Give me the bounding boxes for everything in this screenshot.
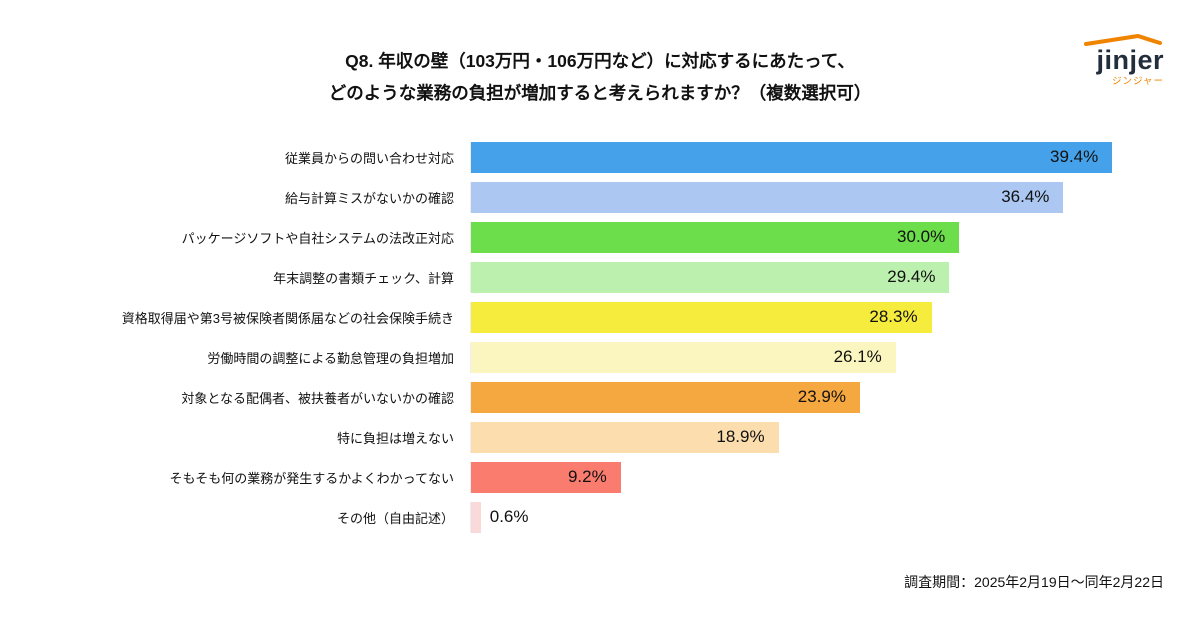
bar-label: 資格取得届や第3号被保険者関係届などの社会保険手続き: [121, 310, 454, 326]
bar: 23.9%: [471, 381, 860, 413]
bar-track: 18.9%: [470, 421, 1122, 453]
bar-track: 29.4%: [470, 261, 1122, 293]
bar-value: 23.9%: [797, 387, 846, 406]
bar-value: 36.4%: [1001, 187, 1050, 206]
chart-row: 労働時間の調整による勤怠管理の負担増加 26.1%: [20, 337, 1122, 377]
jinjer-logo: jinjer ジンジャー: [1084, 34, 1164, 87]
jinjer-roof-icon: [1084, 34, 1162, 46]
chart-row: 対象となる配偶者、被扶養者がいないかの確認 23.9%: [20, 377, 1122, 417]
bar-label: パッケージソフトや自社システムの法改正対応: [181, 230, 454, 246]
bar: 39.4%: [471, 141, 1113, 173]
bar-label: 特に負担は増えない: [336, 430, 454, 446]
bar-value: 26.1%: [833, 347, 882, 366]
chart-row: 従業員からの問い合わせ対応 39.4%: [20, 137, 1122, 177]
chart-row: その他（自由記述） 0.6%: [20, 497, 1122, 537]
bar-label: その他（自由記述）: [336, 510, 454, 526]
bar: 9.2%: [471, 461, 621, 493]
chart-title: Q8. 年収の壁（103万円・106万円など）に対応するにあたって、 どのような…: [0, 0, 1200, 109]
horizontal-bar-chart: 従業員からの問い合わせ対応 39.4% 給与計算ミスがないかの確認 36.4% …: [0, 137, 1200, 537]
bar-track: 39.4%: [470, 141, 1122, 173]
chart-row: パッケージソフトや自社システムの法改正対応 30.0%: [20, 217, 1122, 257]
bar-track: 23.9%: [470, 381, 1122, 413]
survey-period: 調査期間：2025年2月19日～同年2月22日: [904, 574, 1164, 590]
bar-track: 28.3%: [470, 301, 1122, 333]
bar-label: 給与計算ミスがないかの確認: [284, 190, 454, 206]
bar-track: 36.4%: [470, 181, 1122, 213]
bar: 28.3%: [471, 301, 932, 333]
chart-title-line2: どのような業務の負担が増加すると考えられますか？（複数選択可）: [328, 82, 872, 103]
bar-value: 29.4%: [887, 267, 936, 286]
chart-row: 年末調整の書類チェック、計算 29.4%: [20, 257, 1122, 297]
bar-label: 対象となる配偶者、被扶養者がいないかの確認: [181, 390, 454, 406]
bar: 26.1%: [471, 341, 896, 373]
bar-label: 労働時間の調整による勤怠管理の負担増加: [207, 350, 454, 366]
bar-value: 0.6%: [489, 507, 529, 526]
bar-value: 9.2%: [567, 467, 607, 486]
chart-row: 資格取得届や第3号被保険者関係届などの社会保険手続き 28.3%: [20, 297, 1122, 337]
bar-value: 30.0%: [897, 227, 946, 246]
chart-row: 給与計算ミスがないかの確認 36.4%: [20, 177, 1122, 217]
bar-label: そもそも何の業務が発生するかよくわかってない: [169, 470, 454, 486]
bar-track: 0.6%: [470, 501, 1122, 533]
chart-row: そもそも何の業務が発生するかよくわかってない 9.2%: [20, 457, 1122, 497]
bar: 30.0%: [471, 221, 960, 253]
chart-title-line1: Q8. 年収の壁（103万円・106万円など）に対応するにあたって、: [345, 51, 855, 71]
bar: 0.6%: [471, 501, 529, 533]
bar: 29.4%: [471, 261, 950, 293]
bar-value: 18.9%: [716, 427, 765, 446]
bar: 36.4%: [471, 181, 1064, 213]
bar-track: 9.2%: [470, 461, 1122, 493]
jinjer-subtitle: ジンジャー: [1111, 76, 1164, 87]
bar-value: 39.4%: [1050, 147, 1099, 166]
bar-track: 26.1%: [470, 341, 1122, 373]
bar-track: 30.0%: [470, 221, 1122, 253]
bar-value: 28.3%: [869, 307, 918, 326]
bar: 18.9%: [471, 421, 779, 453]
bar-label: 年末調整の書類チェック、計算: [273, 270, 454, 286]
chart-row: 特に負担は増えない 18.9%: [20, 417, 1122, 457]
jinjer-wordmark: jinjer: [1096, 45, 1164, 75]
bar-label: 従業員からの問い合わせ対応: [284, 150, 454, 166]
